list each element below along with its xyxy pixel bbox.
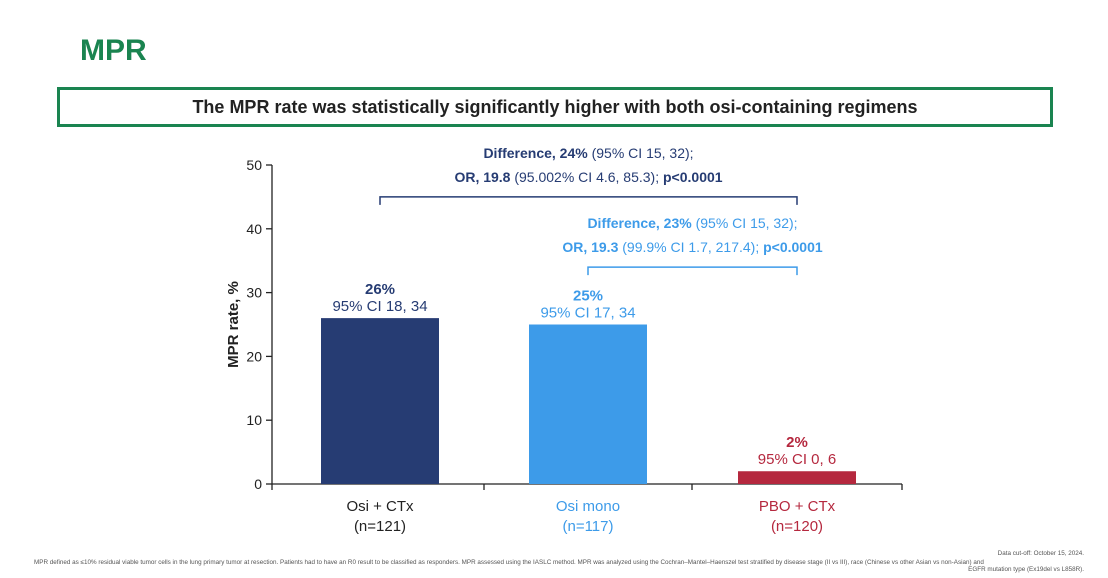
y-axis-title: MPR rate, %	[225, 281, 242, 368]
comparison-difference-text: Difference, 24% (95% CI 15, 32);	[483, 145, 693, 161]
category-label: Osi mono	[556, 498, 620, 515]
y-tick-label: 10	[246, 412, 262, 428]
y-tick-label: 30	[246, 285, 262, 301]
y-tick-label: 40	[246, 221, 262, 237]
comparison-or-text: OR, 19.3 (99.9% CI 1.7, 217.4); p<0.0001	[562, 239, 823, 255]
bar-ci-label: 95% CI 18, 34	[332, 298, 427, 315]
category-label: Osi + CTx	[346, 498, 414, 515]
comparison-2: Difference, 23% (95% CI 15, 32); OR, 19.3…	[562, 215, 823, 276]
comparison-or-text: OR, 19.8 (95.002% CI 4.6, 85.3); p<0.000…	[454, 169, 722, 185]
comparison-bracket	[379, 196, 798, 205]
bar-2	[529, 324, 647, 484]
category-n-label: (n=121)	[354, 518, 406, 535]
category-label: PBO + CTx	[759, 498, 836, 515]
comparison-1: Difference, 24% (95% CI 15, 32); OR, 19.8…	[379, 145, 798, 205]
category-n-label: (n=117)	[562, 518, 613, 535]
footnote-continuation: EGFR mutation type (Ex19del vs L858R).	[968, 566, 1084, 573]
headline-text: The MPR rate was statistically significa…	[192, 96, 918, 117]
comparison-difference-text: Difference, 23% (95% CI 15, 32);	[587, 215, 797, 231]
mpr-bar-chart: 0 10 20 30 40 50 MPR rate, % 26%95% CI 18, 34 Os…	[225, 145, 903, 535]
y-tick-label: 0	[254, 476, 262, 492]
comparison-bracket	[587, 266, 798, 276]
y-tick-label: 20	[246, 348, 262, 364]
bar-value-label: 2%	[786, 434, 808, 451]
category-n-label: (n=120)	[771, 518, 823, 535]
bar-3	[738, 471, 856, 484]
data-cutoff-note: Data cut-off: October 15, 2024.	[997, 550, 1084, 557]
bar-value-label: 26%	[365, 281, 395, 298]
page-title: MPR	[80, 34, 147, 67]
footnote-definition: MPR defined as ≤10% residual viable tumo…	[34, 559, 984, 566]
bar-1	[321, 318, 439, 484]
bar-ci-label: 95% CI 17, 34	[540, 305, 635, 322]
bar-value-label: 25%	[573, 288, 603, 305]
y-tick-label: 50	[246, 157, 262, 173]
bar-ci-label: 95% CI 0, 6	[758, 451, 836, 468]
headline-box: The MPR rate was statistically significa…	[57, 87, 1053, 127]
